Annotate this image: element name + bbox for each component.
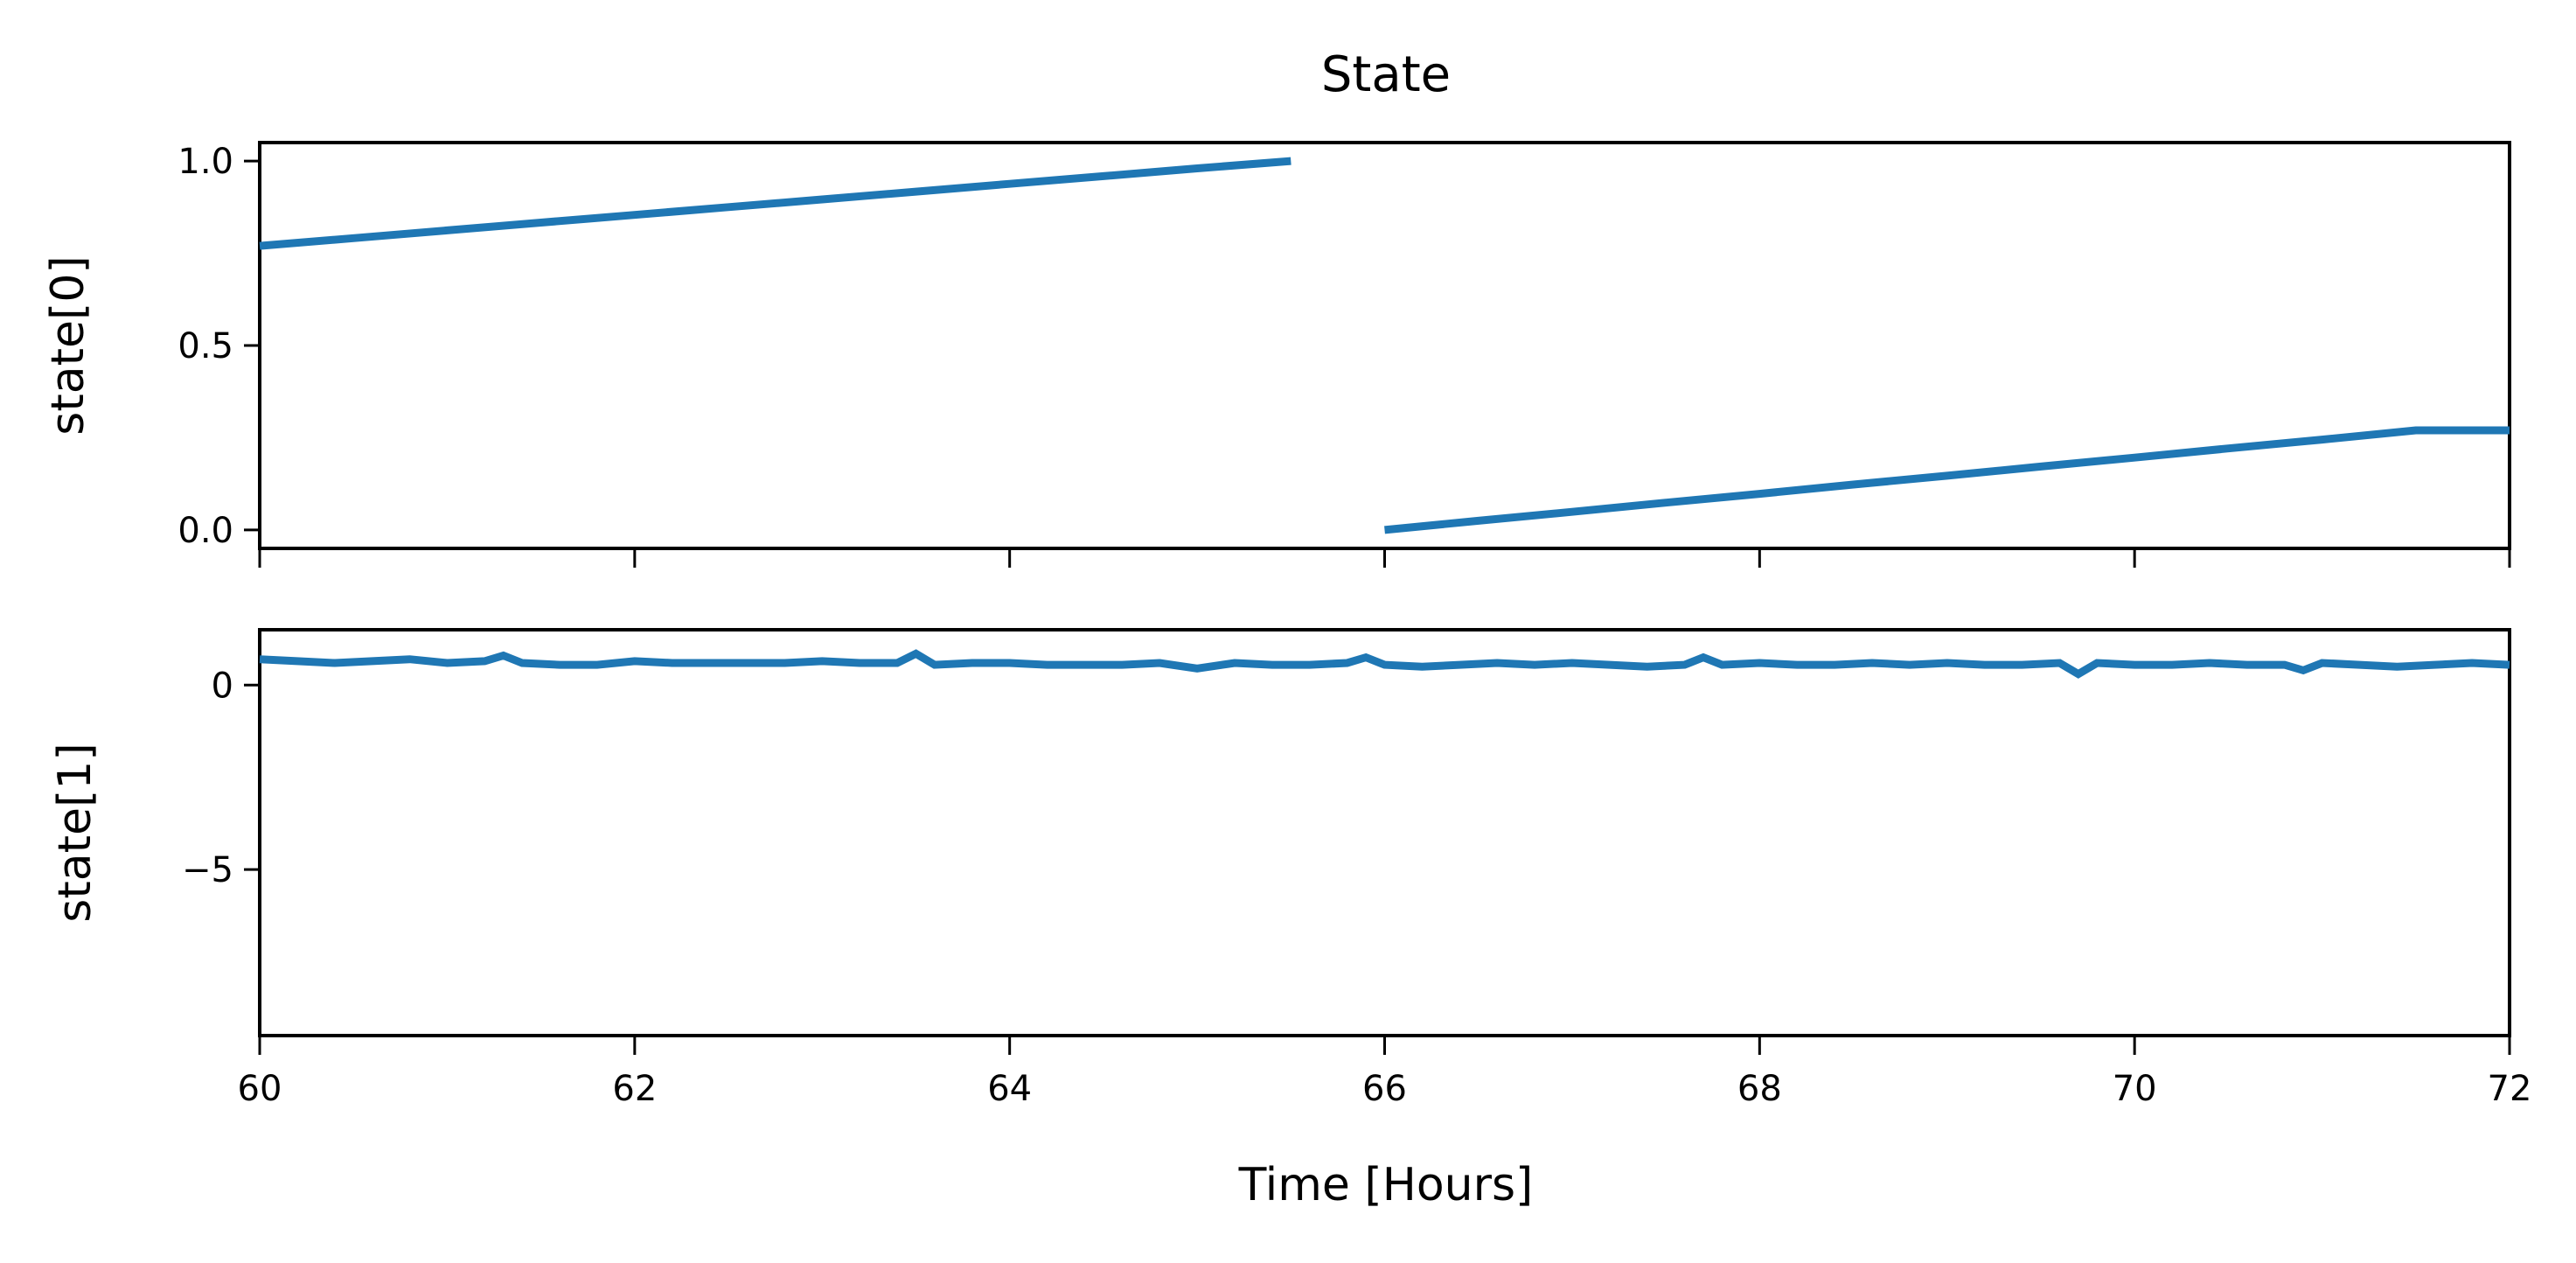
x-tick-label: 60 (238, 1069, 282, 1109)
y-tick-label: −5 (182, 850, 233, 890)
subplot-state-1: 0 −5 60 62 64 66 68 70 72 state[1] (49, 628, 2532, 1109)
x-tick-label: 70 (2113, 1069, 2157, 1109)
x-tick-label: 72 (2488, 1069, 2532, 1109)
subplot-state-0: 1.0 0.5 0.0 state[0] (42, 141, 2511, 568)
series-line (259, 649, 2510, 679)
y-tick-label: 0.0 (178, 511, 233, 551)
x-tick-label: 64 (987, 1069, 1032, 1109)
x-axis-label: Time [Hours] (1238, 1159, 1534, 1211)
axes-frame (258, 141, 2511, 550)
chart-title: State (1321, 46, 1451, 103)
y-axis-label: state[1] (49, 743, 101, 922)
y-axis-label: state[0] (42, 255, 94, 435)
y-tick-label: 1.0 (178, 142, 233, 182)
x-tick-label: 66 (1362, 1069, 1407, 1109)
x-tick-label: 68 (1737, 1069, 1782, 1109)
x-tick-label: 62 (612, 1069, 657, 1109)
y-tick-label: 0.5 (178, 326, 233, 366)
y-tick-label: 0 (212, 666, 233, 706)
series-line (259, 157, 2510, 534)
axes-frame (258, 628, 2511, 1037)
